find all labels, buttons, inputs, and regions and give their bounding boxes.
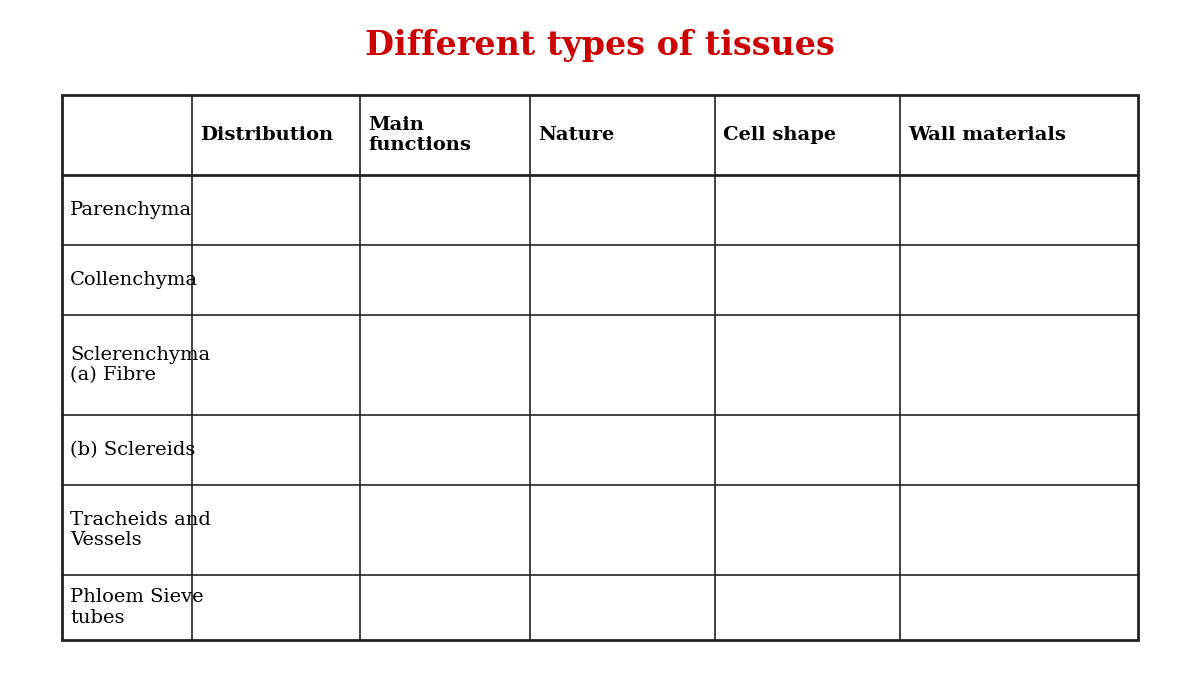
Text: Sclerenchyma
(a) Fibre: Sclerenchyma (a) Fibre <box>70 346 210 384</box>
Text: (b) Sclereids: (b) Sclereids <box>70 441 196 459</box>
Text: Nature: Nature <box>538 126 614 144</box>
Text: Wall materials: Wall materials <box>908 126 1066 144</box>
Text: Different types of tissues: Different types of tissues <box>365 28 835 61</box>
Text: Phloem Sieve
tubes: Phloem Sieve tubes <box>70 588 204 627</box>
Bar <box>62 95 1138 640</box>
Text: Distribution: Distribution <box>200 126 334 144</box>
Text: Collenchyma: Collenchyma <box>70 271 198 289</box>
Text: Cell shape: Cell shape <box>722 126 836 144</box>
Text: Main
functions: Main functions <box>368 115 470 155</box>
Text: Tracheids and
Vessels: Tracheids and Vessels <box>70 510 211 549</box>
Text: Parenchyma: Parenchyma <box>70 201 192 219</box>
